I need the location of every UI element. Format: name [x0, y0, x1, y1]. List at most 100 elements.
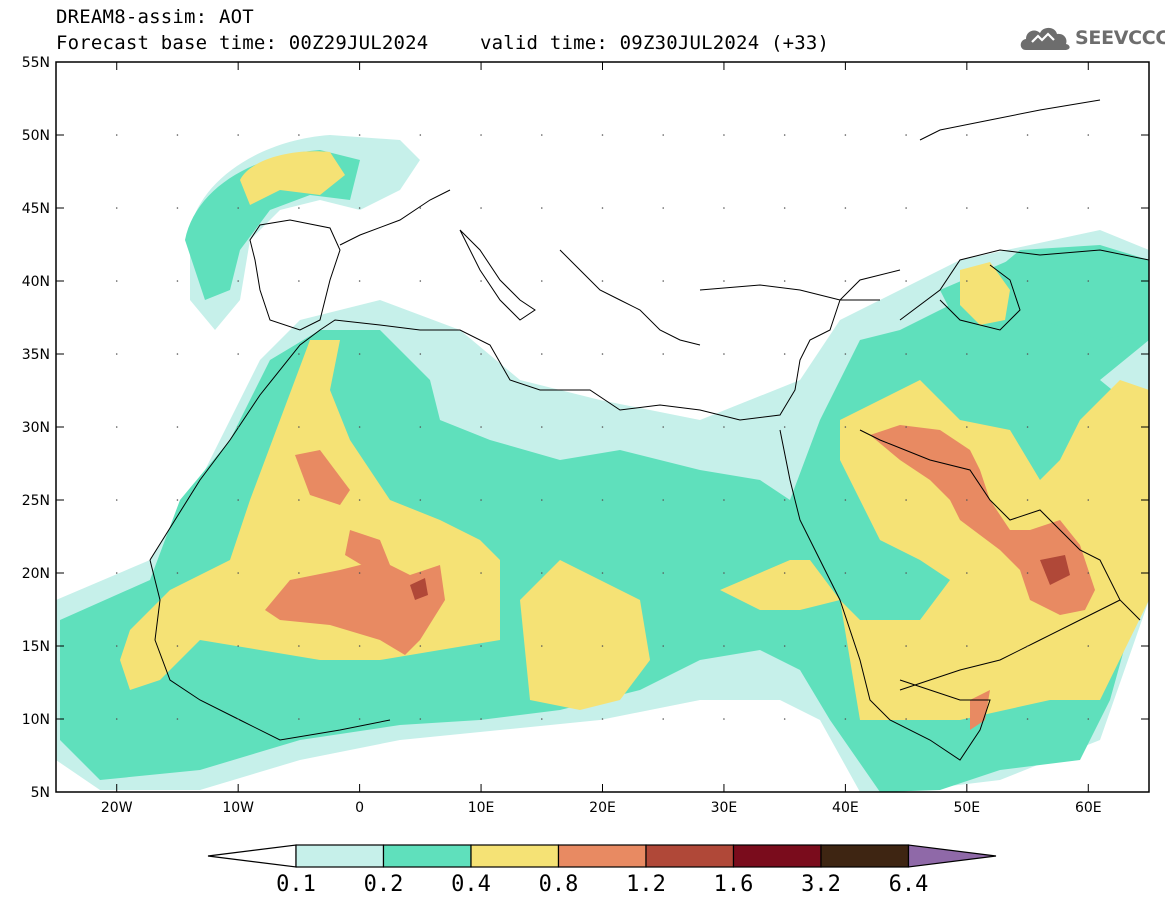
- grid-dot: [540, 426, 543, 428]
- grid-dot: [237, 645, 239, 647]
- grid-dot: [298, 718, 300, 720]
- grid-dot: [176, 134, 179, 136]
- forecast-base-time: Forecast base time: 00Z29JUL2024: [56, 32, 429, 54]
- grid-dot: [480, 134, 482, 136]
- grid-dot: [358, 134, 361, 136]
- grid-dot: [358, 353, 361, 355]
- grid-dot: [662, 353, 665, 355]
- grid-dot: [358, 572, 361, 574]
- grid-dot: [905, 207, 907, 209]
- grid-dot: [844, 207, 847, 209]
- grid-dot: [601, 353, 604, 355]
- grid-dot: [601, 426, 604, 428]
- lon-tick-label: 10E: [468, 800, 495, 816]
- grid-dot: [966, 645, 968, 647]
- grid-dot: [115, 134, 118, 136]
- grid-dot: [480, 426, 482, 428]
- colorbar-swatch: [645, 844, 735, 868]
- grid-dot: [966, 207, 968, 209]
- chart-title: DREAM8-assim: AOT: [56, 6, 254, 28]
- grid-dot: [1087, 426, 1090, 428]
- colorbar-under-arrow: [207, 844, 297, 868]
- grid-dot: [905, 499, 907, 501]
- grid-dot: [115, 207, 118, 209]
- colorbar-label: 1.2: [626, 872, 666, 897]
- lat-tick-label: 15N: [22, 639, 50, 655]
- lat-tick-label: 25N: [22, 493, 50, 509]
- colorbar-label: 3.2: [801, 872, 841, 897]
- lat-tick-label: 55N: [22, 55, 50, 71]
- colorbar-swatch: [470, 844, 560, 868]
- grid-dot: [1026, 134, 1029, 136]
- grid-dot: [176, 353, 179, 355]
- grid-dot: [723, 280, 725, 282]
- grid-dot: [905, 280, 907, 282]
- grid-dot: [176, 280, 179, 282]
- grid-dot: [1026, 718, 1029, 720]
- grid-dot: [844, 572, 847, 574]
- grid-dot: [844, 353, 847, 355]
- grid-dot: [1087, 134, 1090, 136]
- grid-dot: [358, 280, 361, 282]
- grid-dot: [237, 134, 239, 136]
- grid-dot: [783, 718, 786, 720]
- grid-dot: [237, 572, 239, 574]
- seevccc-logo: SEEVCCC: [1018, 22, 1165, 56]
- grid-dot: [358, 499, 361, 501]
- grid-dot: [601, 134, 604, 136]
- grid-dot: [540, 499, 543, 501]
- grid-dot: [540, 645, 543, 647]
- grid-dot: [601, 207, 604, 209]
- lat-tick-label: 40N: [22, 274, 50, 290]
- colorbar-swatch: [732, 844, 822, 868]
- grid-dot: [844, 134, 847, 136]
- grid-dot: [176, 572, 179, 574]
- lat-tick-label: 30N: [22, 420, 50, 436]
- grid-dot: [601, 572, 604, 574]
- grid-dot: [966, 718, 968, 720]
- lat-tick-label: 45N: [22, 201, 50, 217]
- colorbar-label: 0.2: [364, 872, 404, 897]
- grid-dot: [176, 718, 179, 720]
- grid-dot: [358, 207, 361, 209]
- grid-dot: [419, 280, 422, 282]
- grid-dot: [723, 572, 725, 574]
- grid-dot: [1087, 572, 1090, 574]
- grid-dot: [419, 426, 422, 428]
- coastlines: [149, 99, 1149, 761]
- grid-dot: [966, 280, 968, 282]
- lat-tick-label: 50N: [22, 128, 50, 144]
- grid-dot: [298, 207, 300, 209]
- grid-dot: [662, 572, 665, 574]
- grid-dot: [1026, 572, 1029, 574]
- axis-ticks: 20W 10W 0 10E 20E 30E 40E 50E 60E 55N 50N 45N 40N 35N…: [22, 55, 1149, 816]
- grid-dot: [298, 572, 300, 574]
- colorbar-label: 0.4: [451, 872, 491, 897]
- lat-tick-label: 20N: [22, 566, 50, 582]
- grid-dot: [298, 353, 300, 355]
- grid-dot: [905, 426, 907, 428]
- grid-dot: [1087, 280, 1090, 282]
- grid-dot: [298, 499, 300, 501]
- grid-dot: [662, 499, 665, 501]
- grid-dot: [358, 718, 361, 720]
- grid-dot: [601, 645, 604, 647]
- cloud-icon: [1020, 27, 1070, 50]
- grid-dot: [540, 207, 543, 209]
- grid-dot: [662, 718, 665, 720]
- grid-dot: [1026, 426, 1029, 428]
- grid-dot: [1026, 353, 1029, 355]
- grid-dot: [662, 645, 665, 647]
- lat-tick-label: 10N: [22, 712, 50, 728]
- grid-dot: [601, 718, 604, 720]
- grid-dot: [115, 353, 118, 355]
- lon-tick-label: 40E: [832, 800, 859, 816]
- grid-dot: [966, 572, 968, 574]
- grid-dot: [540, 572, 543, 574]
- grid-dot: [115, 499, 118, 501]
- grid-dot: [419, 718, 422, 720]
- aot-level-0.8: [265, 425, 1095, 730]
- grid-dot: [844, 280, 847, 282]
- grid-dot: [601, 280, 604, 282]
- grid-dot: [419, 207, 422, 209]
